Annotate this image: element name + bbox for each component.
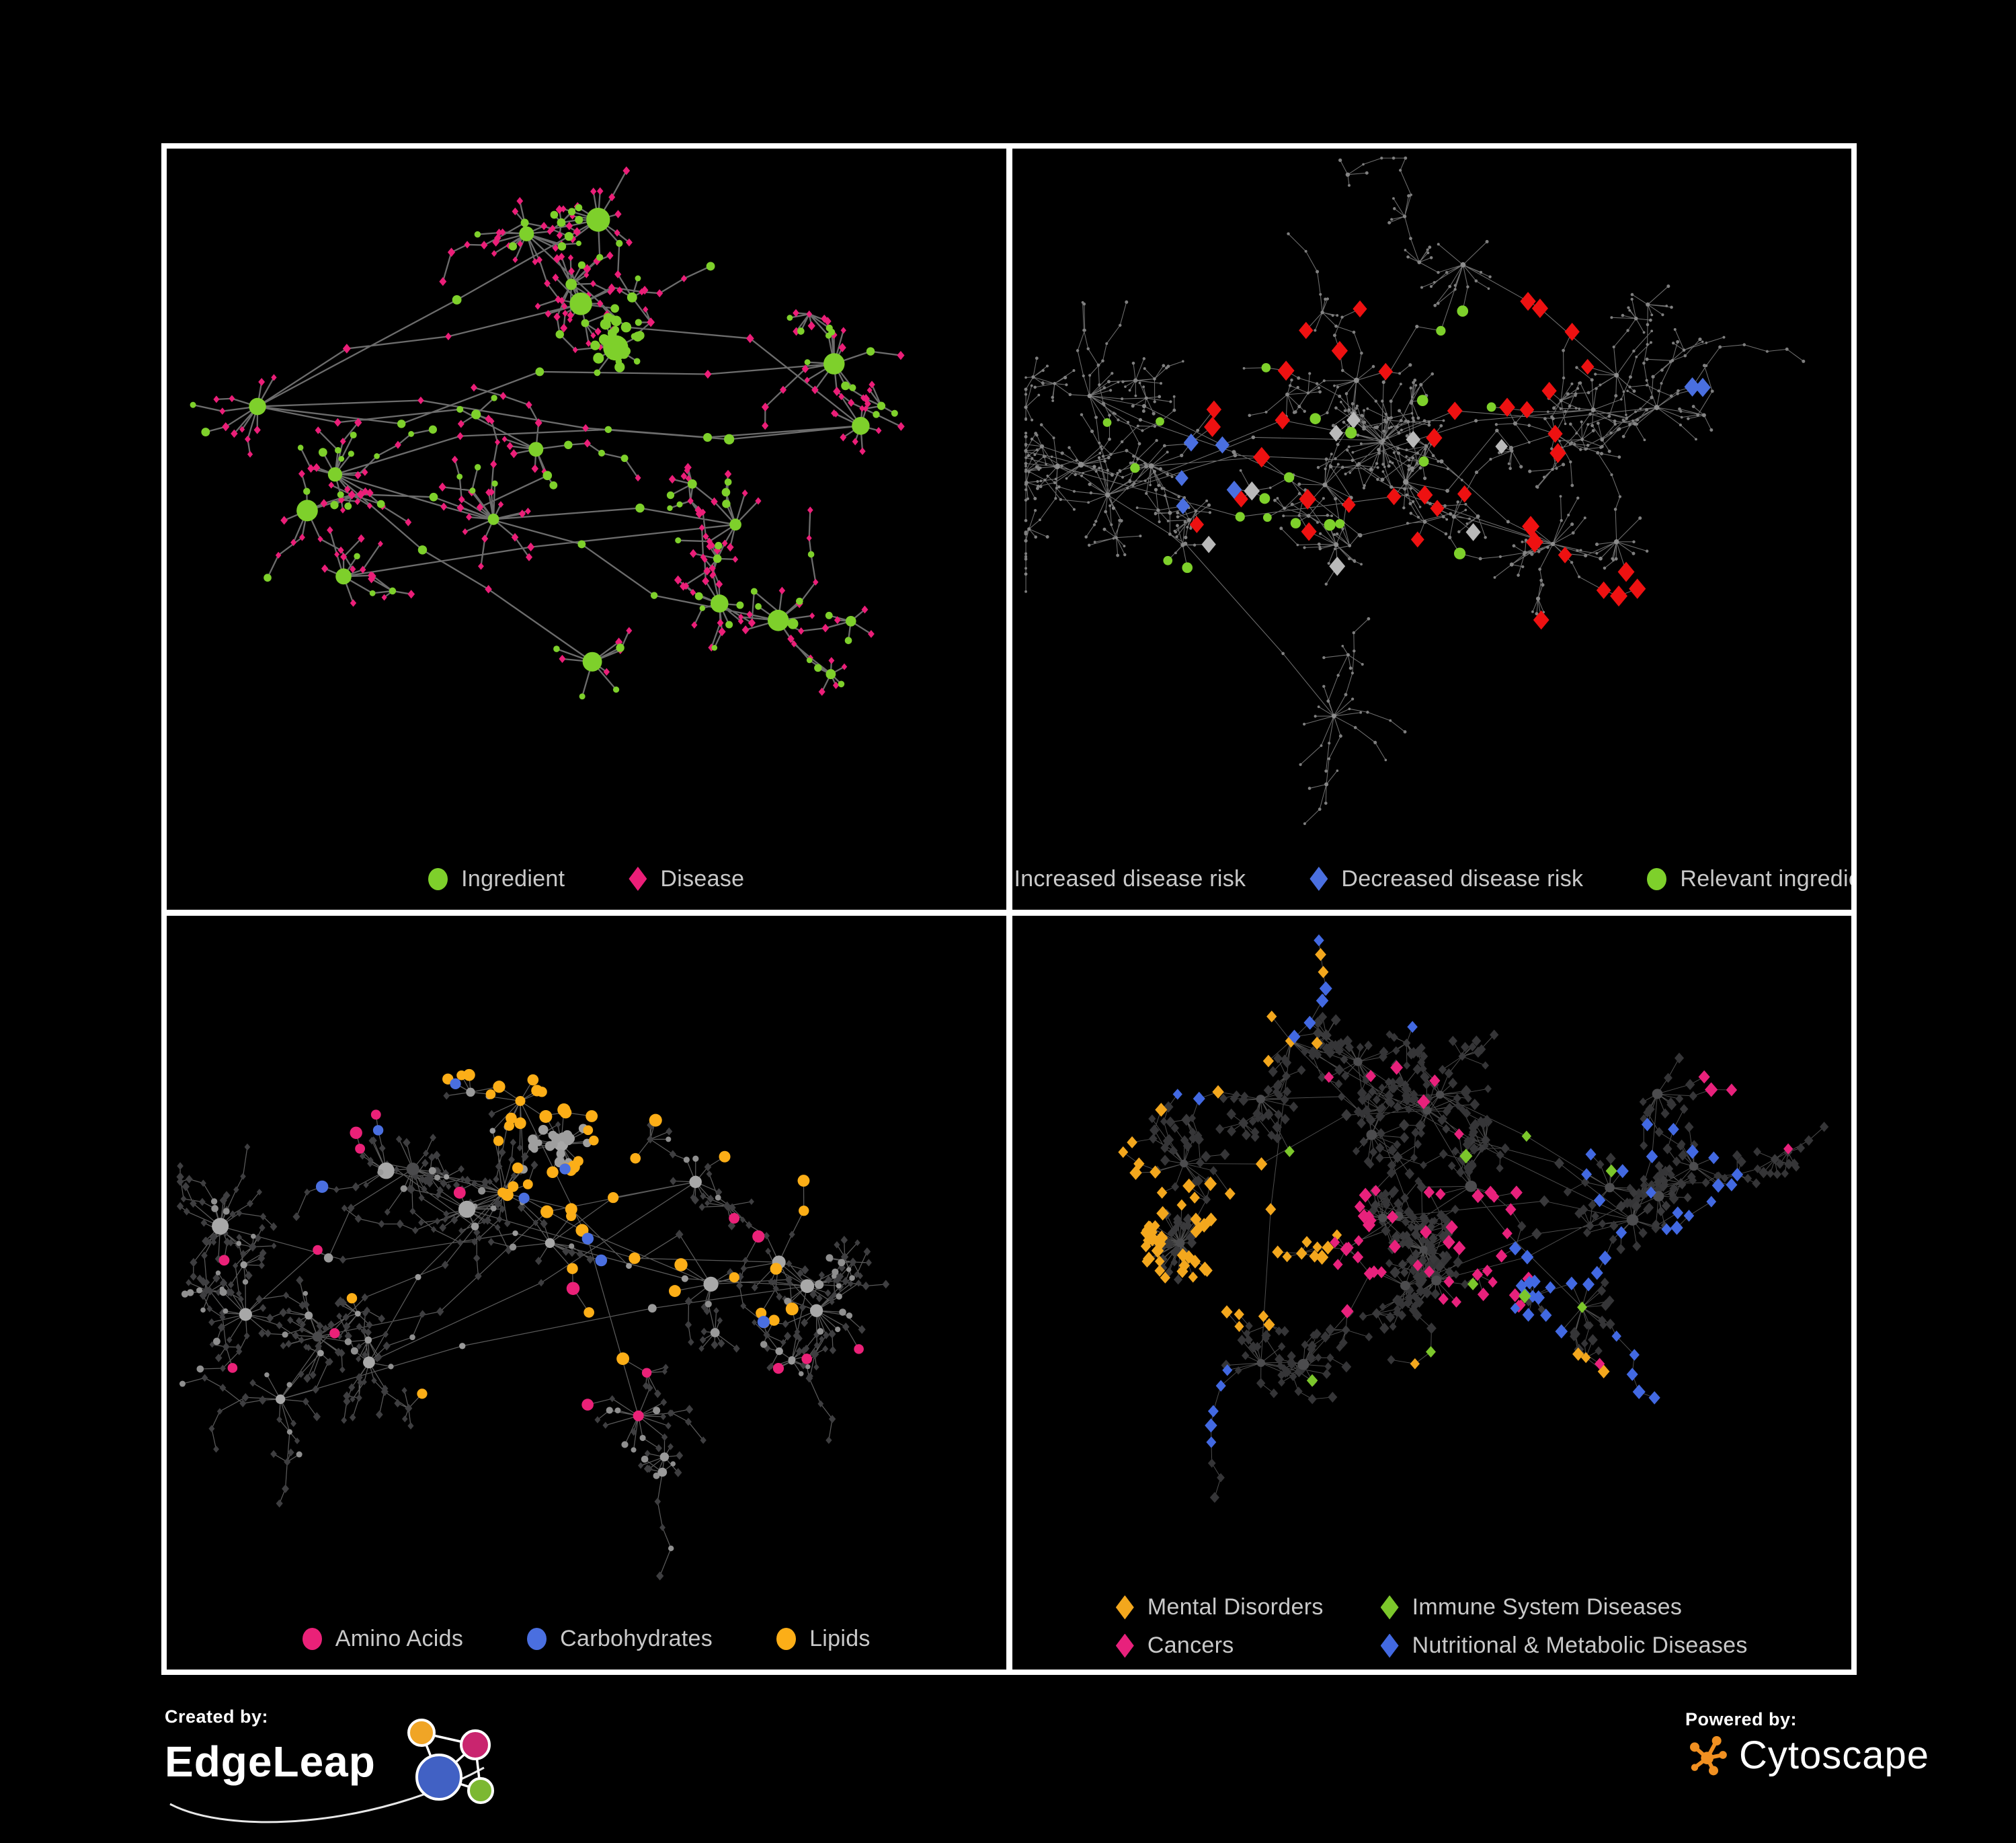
legend-item: Immune System Diseases [1380,1594,1748,1620]
legend-label: Decreased disease risk [1341,865,1584,892]
network-graph-nutrient-classes [176,1068,890,1581]
legend-disease-classes: Mental Disorders Immune System Diseases Ca… [1012,1583,1852,1670]
legend-label: Disease [660,865,745,892]
legend-item: Disease [629,866,744,892]
legend-label: Amino Acids [335,1625,464,1651]
edgeleap-network-icon [169,1719,494,1824]
edgeleap-logo: EdgeLeap [165,1719,568,1843]
legend-item: Increased disease risk [1012,866,1246,892]
created-by-label: Created by: [165,1707,269,1727]
network-graph-disease-risk [1023,156,1805,826]
circle-swatch-icon [302,1627,322,1650]
legend-label: Immune System Diseases [1412,1594,1683,1620]
legend-disease-risk: Increased disease risk Decreased disease … [1012,848,1851,910]
panel-ingredient-disease: Ingredient Disease [167,149,1006,910]
diamond-swatch-icon [1380,1633,1399,1658]
circle-swatch-icon [776,1627,797,1650]
edgeleap-node-blue [415,1754,462,1801]
powered-by-block: Powered by: Cytoscape [1685,1709,1929,1778]
legend-item: Decreased disease risk [1309,866,1583,892]
legend-ingredient-disease: Ingredient Disease [167,848,1006,910]
legend-item: Nutritional & Metabolic Diseases [1380,1633,1748,1659]
legend-label: Ingredient [461,865,565,892]
diamond-swatch-icon [1380,1595,1399,1620]
edgeleap-wordmark: EdgeLeap [165,1737,376,1786]
edgeleap-node-green [467,1777,494,1804]
panel-nutrient-classes: Amino Acids Carbohydrates Lipids [167,916,1006,1670]
created-by-block: Created by: EdgeLeap [165,1707,568,1843]
diamond-swatch-icon [1115,1595,1134,1620]
cytoscape-logo: Cytoscape [1685,1731,1929,1778]
legend-item: Amino Acids [302,1625,464,1652]
legend-label: Carbohydrates [560,1625,713,1651]
legend-label: Mental Disorders [1147,1594,1324,1620]
legend-item: Cancers [1115,1633,1324,1659]
legend-nutrient-classes: Amino Acids Carbohydrates Lipids [167,1608,1006,1670]
legend-label: Cancers [1147,1633,1234,1658]
figure-grid: Ingredient Disease Increased disease risk… [161,143,1857,1675]
legend-label: Increased disease risk [1014,865,1246,892]
network-graph-ingredient-disease [190,166,905,700]
legend-label: Lipids [809,1625,871,1651]
legend-item: Relevant ingredient [1647,866,1851,892]
legend-item: Mental Disorders [1115,1594,1324,1620]
circle-swatch-icon [527,1627,547,1650]
legend-label: Relevant ingredient [1680,865,1851,892]
cytoscape-icon [1690,1736,1727,1776]
circle-swatch-icon [428,867,448,890]
diamond-swatch-icon [1115,1633,1134,1658]
legend-item: Ingredient [428,866,565,892]
panel-disease-risk: Increased disease risk Decreased disease … [1012,149,1851,910]
legend-label: Nutritional & Metabolic Diseases [1412,1633,1748,1658]
diamond-swatch-icon [1309,867,1328,891]
network-graph-disease-classes [1117,934,1828,1503]
powered-by-label: Powered by: [1685,1709,1798,1729]
panel-disease-classes: Mental Disorders Immune System Diseases Ca… [1012,916,1852,1670]
legend-item: Carbohydrates [527,1626,713,1652]
cytoscape-wordmark: Cytoscape [1739,1733,1930,1777]
circle-swatch-icon [1647,867,1667,890]
legend-item: Lipids [776,1626,871,1652]
diamond-swatch-icon [629,867,647,891]
edgeleap-node-orange [407,1719,436,1747]
edgeleap-node-pink [460,1729,491,1760]
